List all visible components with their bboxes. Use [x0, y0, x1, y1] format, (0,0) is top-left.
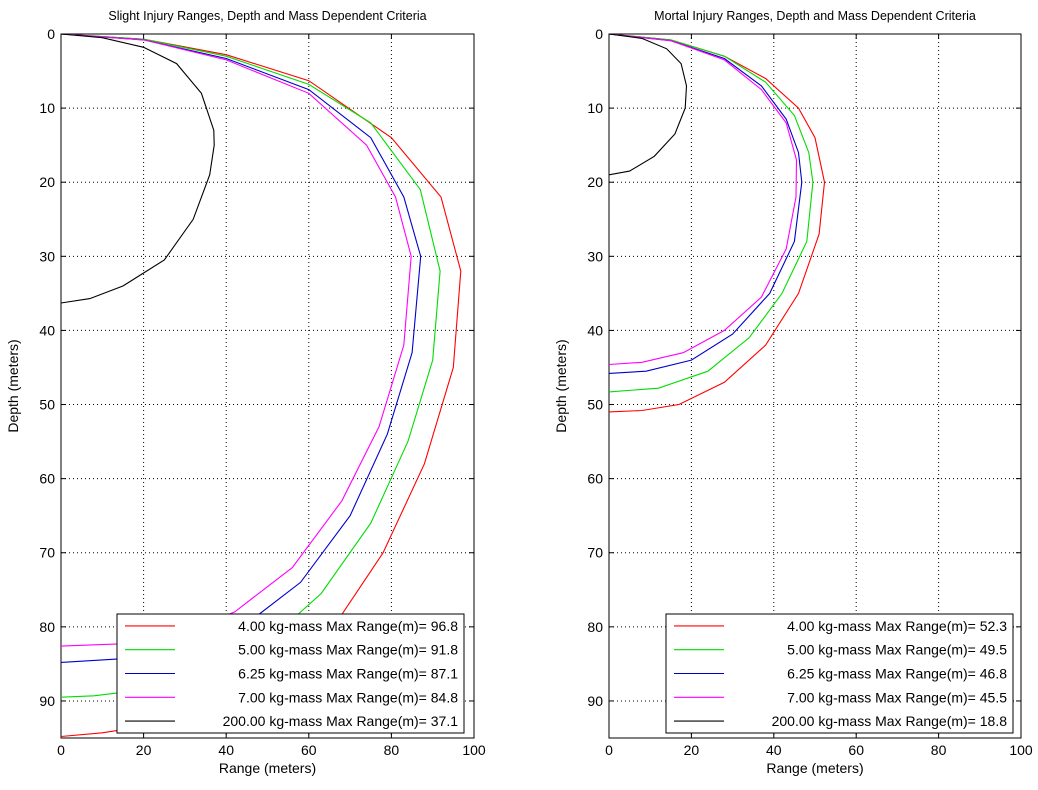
- mortal-injury-ylabel: Depth (meters): [553, 339, 569, 432]
- slight-injury-legend-entry-3: 6.25 kg-mass Max Range(m)= 87.1: [238, 666, 458, 682]
- slight-injury-tick-label-y: 20: [39, 174, 55, 190]
- mortal-injury-chart: 0 20 40 60 80 100 0 10 20 30 40 50 60 70 80 90 Mortal In…: [553, 9, 1033, 776]
- mortal-injury-axes-box: [608, 33, 1022, 739]
- slight-injury-legend-entry-1: 4.00 kg-mass Max Range(m)= 96.8: [238, 618, 458, 634]
- mortal-injury-tick-label-x: 20: [684, 742, 700, 758]
- mortal-injury-tick-label-y: 70: [587, 545, 603, 561]
- mortal-injury-tick-label-y: 40: [587, 322, 603, 338]
- slight-injury-tick-label-x: 60: [301, 742, 317, 758]
- mortal-injury-xlabel: Range (meters): [766, 760, 863, 776]
- slight-injury-tick-label-x: 40: [218, 742, 234, 758]
- mortal-injury-legend: 4.00 kg-mass Max Range(m)= 52.3 5.00 kg-m…: [665, 613, 1014, 734]
- slight-injury-ylabel: Depth (meters): [5, 339, 21, 432]
- slight-injury-xlabel: Range (meters): [219, 760, 316, 776]
- slight-injury-tick-label-x: 100: [462, 742, 486, 758]
- slight-injury-tick-label-y: 40: [39, 322, 55, 338]
- mortal-injury-legend-entry-1: 4.00 kg-mass Max Range(m)= 52.3: [787, 618, 1007, 634]
- slight-injury-tick-label-y: 30: [39, 248, 55, 264]
- mortal-injury-legend-entry-5: 200.00 kg-mass Max Range(m)= 18.8: [772, 713, 1008, 729]
- slight-injury-tick-label-y: 0: [47, 26, 55, 42]
- slight-injury-axes-box: [60, 33, 475, 739]
- slight-injury-legend-entry-2: 5.00 kg-mass Max Range(m)= 91.8: [238, 642, 458, 658]
- mortal-injury-title: Mortal Injury Ranges, Depth and Mass Dep…: [654, 9, 976, 23]
- slight-injury-chart: 0 20 40 60 80 100 0 10 20 30 40 50 60 70 80 90 Slight In…: [5, 9, 486, 776]
- slight-injury-legend: 4.00 kg-mass Max Range(m)= 96.8 5.00 kg-m…: [116, 613, 465, 734]
- mortal-injury-tick-label-y: 0: [595, 26, 603, 42]
- mortal-injury-tick-label-y: 80: [587, 619, 603, 635]
- mortal-injury-tick-label-y: 10: [587, 100, 603, 116]
- slight-injury-title: Slight Injury Ranges, Depth and Mass Dep…: [108, 9, 426, 23]
- mortal-injury-tick-label-y: 90: [587, 693, 603, 709]
- mortal-injury-tick-label-y: 50: [587, 397, 603, 413]
- slight-injury-tick-label-y: 80: [39, 619, 55, 635]
- slight-injury-legend-entry-5: 200.00 kg-mass Max Range(m)= 37.1: [223, 713, 459, 729]
- slight-injury-tick-label-y: 10: [39, 100, 55, 116]
- mortal-injury-series-line-2: [609, 34, 814, 393]
- mortal-injury-tick-label-x: 0: [605, 742, 613, 758]
- mortal-injury-legend-entry-2: 5.00 kg-mass Max Range(m)= 49.5: [787, 642, 1007, 658]
- slight-injury-tick-label-y: 70: [39, 545, 55, 561]
- slight-injury-tick-label-x: 20: [136, 742, 152, 758]
- mortal-injury-tick-label-x: 60: [848, 742, 864, 758]
- slight-injury-tick-label-x: 80: [384, 742, 400, 758]
- mortal-injury-series-line-5: [609, 34, 688, 176]
- slight-injury-legend-entry-4: 7.00 kg-mass Max Range(m)= 84.8: [238, 689, 458, 705]
- slight-injury-tick-label-x: 0: [57, 742, 65, 758]
- slight-injury-series-line-5: [61, 34, 215, 304]
- mortal-injury-legend-entry-3: 6.25 kg-mass Max Range(m)= 46.8: [787, 666, 1007, 682]
- slight-injury-tick-label-y: 60: [39, 471, 55, 487]
- mortal-injury-tick-label-y: 60: [587, 471, 603, 487]
- mortal-injury-tick-label-x: 40: [766, 742, 782, 758]
- mortal-injury-tick-label-x: 100: [1009, 742, 1033, 758]
- mortal-injury-tick-label-x: 80: [931, 742, 947, 758]
- slight-injury-tick-label-y: 50: [39, 397, 55, 413]
- mortal-injury-tick-label-y: 30: [587, 248, 603, 264]
- mortal-injury-tick-label-y: 20: [587, 174, 603, 190]
- slight-injury-tick-label-y: 90: [39, 693, 55, 709]
- mortal-injury-series-line-3: [609, 34, 803, 374]
- mortal-injury-legend-entry-4: 7.00 kg-mass Max Range(m)= 45.5: [787, 689, 1007, 705]
- mortal-injury-series-line-4: [609, 34, 798, 366]
